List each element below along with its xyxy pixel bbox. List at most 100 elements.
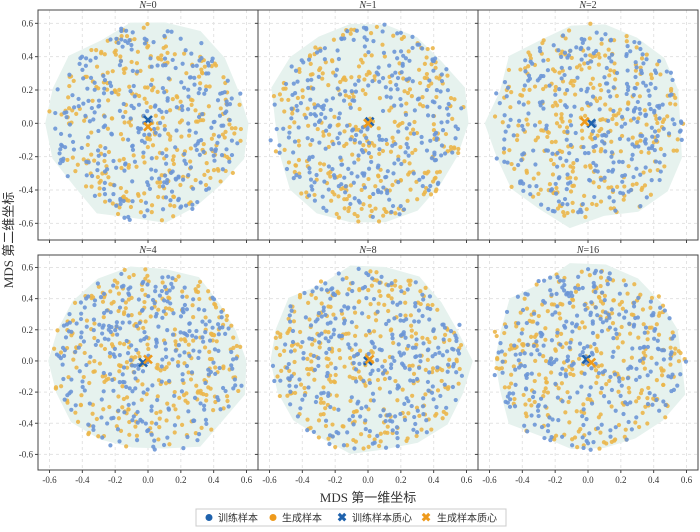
gen-sample-point	[300, 94, 305, 100]
train-sample-point	[570, 443, 575, 448]
train-sample-point	[78, 300, 84, 305]
train-sample-point	[352, 305, 357, 310]
gen-sample-point	[417, 80, 423, 86]
train-sample-point	[128, 116, 133, 121]
train-sample-point	[92, 193, 98, 198]
gen-sample-point	[565, 390, 570, 395]
train-sample-point	[406, 343, 411, 349]
train-sample-point	[324, 350, 329, 356]
gen-sample-point	[518, 92, 523, 98]
train-sample-point	[132, 370, 137, 375]
gen-sample-point	[238, 126, 243, 132]
gen-sample-point	[382, 376, 388, 382]
gen-sample-point	[564, 341, 569, 346]
train-sample-point	[101, 186, 107, 192]
gen-sample-point	[568, 80, 573, 86]
gen-sample-point	[582, 113, 588, 118]
gen-sample-point	[350, 375, 355, 381]
train-sample-point	[600, 290, 605, 295]
gen-sample-point	[318, 66, 323, 71]
gen-sample-point	[123, 300, 128, 305]
train-sample-point	[233, 383, 238, 388]
train-sample-point	[215, 98, 221, 103]
gen-sample-point	[550, 104, 555, 109]
train-sample-point	[395, 75, 401, 81]
train-sample-point	[305, 136, 310, 141]
train-sample-point	[610, 354, 615, 359]
train-sample-point	[348, 137, 353, 142]
train-sample-point	[212, 347, 218, 352]
gen-sample-point	[381, 213, 386, 218]
panel-title-var: N	[578, 0, 587, 11]
train-sample-point	[672, 121, 677, 127]
train-sample-point	[405, 145, 411, 150]
train-sample-point	[95, 167, 100, 173]
gen-sample-point	[124, 360, 129, 365]
train-sample-point	[310, 289, 315, 294]
gen-sample-point	[395, 398, 400, 403]
train-sample-point	[173, 348, 178, 353]
gen-sample-point	[406, 278, 411, 283]
train-sample-point	[192, 395, 198, 400]
train-sample-point	[377, 280, 382, 285]
train-sample-point	[440, 128, 446, 133]
train-sample-point	[86, 98, 91, 103]
train-sample-point	[394, 82, 399, 87]
train-sample-point	[527, 184, 532, 189]
gen-sample-point	[407, 161, 412, 166]
train-sample-point	[390, 428, 395, 433]
train-sample-point	[118, 196, 123, 202]
gen-sample-point	[283, 86, 288, 91]
gen-sample-point	[596, 62, 601, 67]
train-sample-point	[139, 308, 145, 313]
train-sample-point	[568, 123, 574, 128]
train-sample-point	[180, 294, 185, 299]
gen-sample-point	[305, 417, 310, 422]
gen-sample-point	[70, 108, 75, 113]
train-sample-point	[647, 391, 652, 396]
train-sample-point	[643, 112, 649, 117]
gen-sample-point	[99, 49, 104, 54]
train-sample-point	[115, 332, 120, 337]
train-sample-point	[327, 441, 332, 447]
gen-sample-point	[359, 187, 364, 193]
train-sample-point	[102, 180, 107, 185]
gen-sample-point	[376, 126, 381, 131]
gen-sample-point	[357, 106, 362, 112]
gen-sample-point	[447, 338, 452, 343]
train-sample-point	[316, 119, 322, 124]
train-sample-point	[88, 58, 93, 63]
gen-sample-point	[292, 348, 297, 353]
gen-sample-point	[121, 396, 126, 402]
gen-sample-point	[73, 410, 78, 415]
gen-sample-point	[366, 444, 371, 449]
train-sample-point	[135, 420, 140, 425]
gen-sample-point	[588, 81, 593, 86]
gen-sample-point	[392, 119, 397, 124]
train-sample-point	[207, 338, 213, 343]
gen-sample-point	[193, 177, 198, 183]
gen-sample-point	[336, 215, 342, 220]
gen-sample-point	[656, 294, 661, 299]
gen-sample-point	[633, 68, 639, 73]
gen-sample-point	[89, 296, 94, 301]
train-sample-point	[555, 304, 560, 309]
gen-sample-point	[547, 181, 553, 187]
train-sample-point	[339, 36, 344, 41]
train-sample-point	[319, 391, 324, 396]
train-sample-point	[101, 370, 106, 376]
train-sample-point	[71, 147, 77, 152]
train-sample-point	[162, 284, 168, 289]
train-sample-point	[218, 407, 223, 412]
train-sample-point	[309, 184, 314, 189]
gen-sample-point	[636, 116, 641, 121]
train-sample-point	[398, 49, 404, 54]
train-sample-point	[230, 357, 236, 362]
train-sample-point	[599, 385, 604, 391]
gen-sample-point	[523, 402, 528, 407]
gen-sample-point	[594, 348, 599, 354]
train-sample-point	[573, 285, 578, 290]
train-sample-point	[65, 393, 70, 398]
gen-sample-point	[293, 163, 298, 168]
train-sample-point	[178, 330, 183, 335]
